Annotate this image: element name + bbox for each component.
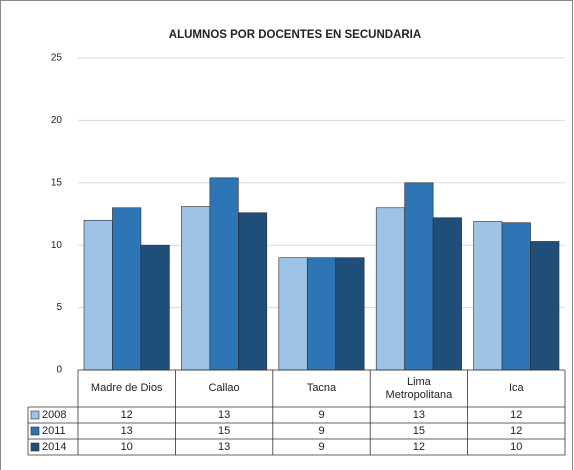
y-tick-label: 10 [51, 240, 63, 251]
table-value: 13 [218, 409, 230, 421]
legend-label: 2008 [42, 409, 66, 421]
bar [83, 219, 113, 371]
category-label: Lima Metropolitana [385, 375, 453, 401]
table-value: 10 [121, 441, 133, 453]
table-value: 9 [318, 425, 324, 437]
bar [278, 257, 308, 371]
table-value: 12 [413, 441, 425, 453]
y-tick-label: 15 [51, 177, 63, 188]
chart-title: ALUMNOS POR DOCENTES EN SECUNDARIA [169, 29, 421, 41]
table-value: 15 [413, 425, 425, 437]
category-label: Tacna [306, 382, 337, 394]
legend-key [30, 442, 40, 452]
table-value: 9 [318, 441, 324, 453]
bar [404, 182, 434, 371]
bar [432, 217, 462, 371]
bar [238, 212, 268, 371]
legend-label: 2014 [42, 441, 66, 453]
table-value: 9 [318, 409, 324, 421]
legend-label: 2011 [42, 425, 66, 437]
table-value: 15 [218, 425, 230, 437]
table-value: 12 [510, 425, 522, 437]
legend-key [30, 410, 40, 420]
bar [140, 244, 170, 371]
category-label: Ica [508, 382, 524, 394]
y-tick-label: 5 [56, 302, 62, 313]
y-tick-label: 0 [56, 365, 62, 376]
category-label: Madre de Dios [90, 382, 163, 394]
bar [181, 206, 211, 371]
table-value: 12 [510, 409, 522, 421]
bar [473, 221, 503, 371]
bar [306, 257, 337, 371]
bar [335, 257, 365, 371]
table-value: 12 [121, 409, 133, 421]
table-value: 13 [218, 441, 230, 453]
bar [112, 207, 142, 371]
legend-key [30, 426, 40, 436]
y-tick-label: 25 [51, 53, 63, 64]
bar [375, 207, 405, 371]
category-label: Callao [208, 382, 240, 394]
y-tick-label: 20 [51, 115, 63, 126]
bar [209, 177, 239, 371]
table-value: 13 [121, 425, 133, 437]
table-value: 13 [413, 409, 425, 421]
table-value: 10 [510, 441, 522, 453]
bar [530, 241, 560, 371]
bar [501, 222, 531, 371]
